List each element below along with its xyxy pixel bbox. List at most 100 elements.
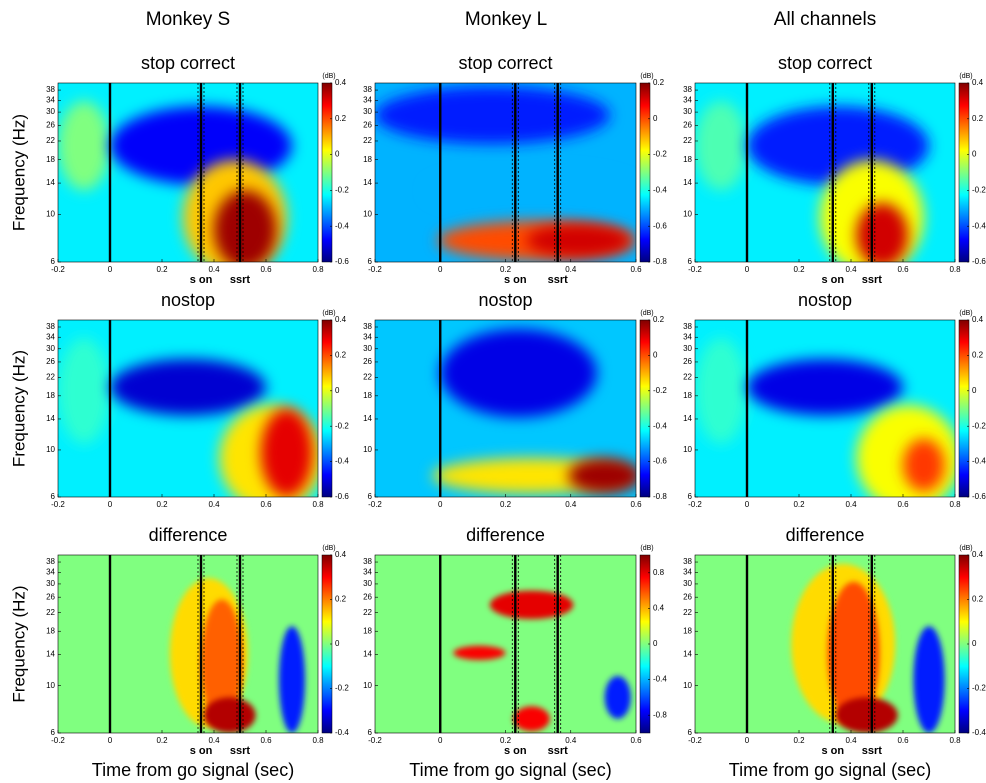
y-tick-label: 30 xyxy=(683,107,692,116)
y-tick-label: 10 xyxy=(46,210,55,219)
x-tick-label: -0.2 xyxy=(368,265,382,274)
colorbar-tick-label: 0.4 xyxy=(335,78,347,87)
y-tick-label: 26 xyxy=(683,357,692,366)
colorbar-tick-label: -0.6 xyxy=(335,492,349,501)
colorbar-tick-label: 0 xyxy=(972,150,977,159)
panel-title: difference xyxy=(149,525,228,545)
colorbar-tick-label: 0.2 xyxy=(972,595,984,604)
colorbar-label: (dB) xyxy=(322,310,335,317)
y-tick-label: 18 xyxy=(46,391,55,400)
y-tick-label: 6 xyxy=(688,492,693,501)
colorbar-tick-label: 0 xyxy=(972,386,977,395)
x-tick-label: 0 xyxy=(108,265,113,274)
x-tick-label: 0.6 xyxy=(630,736,642,745)
y-axis-label: Frequency (Hz) xyxy=(9,114,28,231)
y-tick-label: 30 xyxy=(363,107,372,116)
x-axis-label: Time from go signal (sec) xyxy=(409,760,611,780)
x-tick-label: 0.2 xyxy=(500,500,512,509)
colorbar-tick-label: -0.4 xyxy=(972,728,986,737)
y-tick-label: 30 xyxy=(46,107,55,116)
colorbar-tick-label: 0.2 xyxy=(972,114,984,123)
y-tick-label: 6 xyxy=(51,492,56,501)
colorbar-tick-label: -0.4 xyxy=(972,221,986,230)
colorbar-tick-label: 0 xyxy=(972,639,977,648)
marker-label: ssrt xyxy=(548,274,569,286)
x-tick-label: 0.4 xyxy=(208,500,220,509)
colorbar-tick-label: 0.2 xyxy=(335,351,347,360)
colorbar-tick-label: 0.4 xyxy=(972,550,984,559)
x-tick-label: 0.2 xyxy=(793,265,805,274)
heatmap-region xyxy=(835,697,897,733)
colorbar-label: (dB) xyxy=(322,545,335,552)
x-tick-label: 0 xyxy=(108,500,113,509)
heatmap-region xyxy=(110,359,266,416)
x-tick-label: 0.6 xyxy=(630,500,642,509)
y-tick-label: 6 xyxy=(51,728,56,737)
x-tick-label: 0.2 xyxy=(793,736,805,745)
y-tick-label: 14 xyxy=(46,178,55,187)
heatmap-region xyxy=(58,338,110,444)
colorbar-tick-label: -0.2 xyxy=(972,684,986,693)
heatmap-region xyxy=(204,697,256,733)
heatmap xyxy=(58,320,323,511)
y-tick-label: 18 xyxy=(683,626,692,635)
colorbar-tick-label: 0 xyxy=(335,639,340,648)
y-tick-label: 22 xyxy=(683,608,692,617)
heatmap-region xyxy=(261,409,313,498)
x-tick-label: -0.2 xyxy=(368,736,382,745)
colorbar-tick-label: -0.4 xyxy=(335,728,349,737)
x-tick-label: 0.2 xyxy=(156,736,168,745)
y-tick-label: 26 xyxy=(683,592,692,601)
colorbar-tick-label: -0.4 xyxy=(335,457,349,466)
y-tick-label: 22 xyxy=(46,372,55,381)
y-tick-label: 10 xyxy=(46,681,55,690)
y-tick-label: 6 xyxy=(688,257,693,266)
y-tick-label: 26 xyxy=(363,121,372,130)
y-tick-label: 22 xyxy=(683,136,692,145)
colorbar-tick-label: 0.4 xyxy=(972,78,984,87)
colorbar xyxy=(640,320,650,497)
marker-label: s on xyxy=(504,745,527,757)
y-tick-label: 22 xyxy=(683,372,692,381)
x-tick-label: 0.2 xyxy=(793,500,805,509)
colorbar-tick-label: -0.2 xyxy=(972,186,986,195)
heatmap-region xyxy=(427,169,636,212)
colorbar-tick-label: -0.6 xyxy=(972,492,986,501)
y-tick-label: 34 xyxy=(683,332,692,341)
panel-title: stop correct xyxy=(458,53,552,73)
x-tick-label: 0 xyxy=(745,736,750,745)
y-tick-label: 14 xyxy=(363,178,372,187)
panel-title: nostop xyxy=(798,290,852,310)
colorbar-tick-label: 0 xyxy=(653,351,658,360)
x-tick-label: 0.4 xyxy=(845,736,857,745)
x-tick-label: 0 xyxy=(438,736,443,745)
marker-label: s on xyxy=(190,745,213,757)
y-tick-label: 26 xyxy=(46,357,55,366)
heatmap-region xyxy=(214,190,276,269)
y-tick-label: 18 xyxy=(363,155,372,164)
y-tick-label: 14 xyxy=(363,414,372,423)
x-tick-label: 0.4 xyxy=(208,736,220,745)
y-tick-label: 22 xyxy=(363,372,372,381)
y-tick-label: 38 xyxy=(683,322,692,331)
panel-title: stop correct xyxy=(778,53,872,73)
x-tick-label: 0 xyxy=(745,265,750,274)
colorbar-tick-label: 0 xyxy=(335,150,340,159)
colorbar-tick-label: -0.8 xyxy=(653,710,667,719)
y-tick-label: 34 xyxy=(363,96,372,105)
x-tick-label: 0.8 xyxy=(949,265,961,274)
colorbar-tick-label: -0.2 xyxy=(653,150,667,159)
colorbar xyxy=(322,320,332,497)
panel-title: nostop xyxy=(161,290,215,310)
colorbar-tick-label: 0.2 xyxy=(653,78,665,87)
y-tick-label: 38 xyxy=(46,85,55,94)
panel-title: difference xyxy=(466,525,545,545)
x-tick-label: 0.6 xyxy=(260,736,272,745)
heatmap-region xyxy=(695,101,747,191)
x-tick-label: -0.2 xyxy=(688,736,702,745)
y-tick-label: 10 xyxy=(363,445,372,454)
y-tick-label: 26 xyxy=(46,592,55,601)
x-tick-label: 0.6 xyxy=(897,500,909,509)
x-tick-label: 0.8 xyxy=(312,265,324,274)
colorbar-tick-label: -0.8 xyxy=(653,492,667,501)
